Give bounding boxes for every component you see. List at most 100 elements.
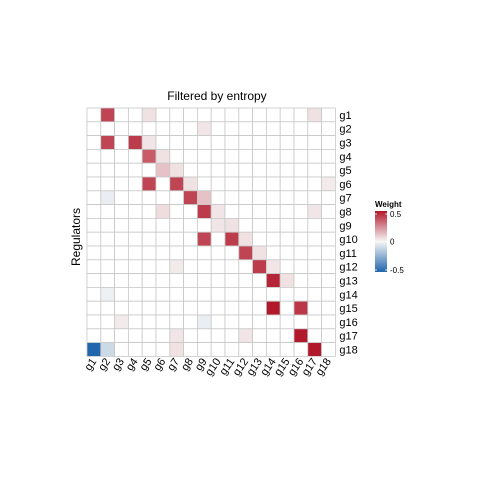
heatmap-cell-g9-g18 — [321, 217, 336, 233]
heatmap-cell-g7-g11 — [224, 190, 240, 206]
heatmap-cell-g18-g15 — [279, 342, 295, 357]
heatmap-cell-g7-g3 — [114, 190, 129, 206]
heatmap-cell-g14-g11 — [224, 286, 240, 302]
heatmap-cell-g10-g11 — [224, 231, 240, 247]
heatmap-cell-g5-g18 — [321, 162, 336, 178]
heatmap-cell-g2-g7 — [169, 121, 185, 137]
heatmap-cell-g1-g3 — [114, 107, 129, 123]
heatmap-cell-g15-g13 — [252, 300, 267, 316]
heatmap-cell-g13-g18 — [321, 273, 336, 288]
heatmap-cell-g1-g8 — [183, 107, 198, 123]
heatmap-cell-g9-g9 — [196, 217, 212, 233]
heatmap-cell-g6-g11 — [224, 176, 240, 192]
heatmap-cell-g16-g16 — [293, 314, 309, 330]
heatmap-cell-g12-g4 — [127, 259, 143, 274]
heatmap-cell-g17-g12 — [238, 328, 254, 343]
heatmap-cell-g15-g12 — [238, 300, 254, 316]
heatmap-cell-g15-g7 — [169, 300, 185, 316]
heatmap-cell-g14-g14 — [265, 286, 281, 302]
heatmap-cell-g8-g12 — [238, 204, 254, 219]
heatmap-cell-g18-g4 — [127, 342, 143, 357]
heatmap-cell-g1-g10 — [210, 107, 226, 123]
x-tick-g1: g1 — [83, 356, 100, 373]
heatmap-cell-g16-g10 — [210, 314, 226, 330]
heatmap-cell-g2-g6 — [155, 121, 171, 137]
heatmap-cell-g1-g7 — [169, 107, 185, 123]
heatmap-cell-g15-g1 — [86, 300, 102, 316]
heatmap-cell-g15-g16 — [293, 300, 309, 316]
heatmap-cell-g6-g4 — [127, 176, 143, 192]
heatmap-cell-g4-g2 — [100, 148, 116, 164]
heatmap-cell-g14-g4 — [127, 286, 143, 302]
heatmap-cell-g9-g7 — [169, 217, 185, 233]
heatmap-cell-g12-g2 — [100, 259, 116, 274]
heatmap-cell-g12-g5 — [141, 259, 157, 274]
y-tick-g13: g13 — [339, 276, 357, 288]
legend-title: Weight — [375, 200, 402, 209]
heatmap-cell-g9-g1 — [86, 217, 102, 233]
heatmap-cells — [86, 107, 336, 357]
heatmap-cell-g5-g2 — [100, 162, 116, 178]
heatmap-cell-g17-g2 — [100, 328, 116, 343]
heatmap-cell-g8-g3 — [114, 204, 129, 219]
heatmap-cell-g14-g7 — [169, 286, 185, 302]
heatmap-cell-g4-g8 — [183, 148, 198, 164]
heatmap-cell-g11-g18 — [321, 245, 336, 261]
y-tick-g12: g12 — [339, 262, 357, 274]
heatmap-cell-g4-g5 — [141, 148, 157, 164]
heatmap-cell-g15-g4 — [127, 300, 143, 316]
heatmap-cell-g14-g6 — [155, 286, 171, 302]
heatmap-cell-g17-g10 — [210, 328, 226, 343]
heatmap-cell-g4-g9 — [196, 148, 212, 164]
heatmap-cell-g17-g14 — [265, 328, 281, 343]
x-tick-g9: g9 — [193, 356, 210, 373]
heatmap-cell-g17-g3 — [114, 328, 129, 343]
heatmap-cell-g2-g11 — [224, 121, 240, 137]
heatmap-cell-g18-g6 — [155, 342, 171, 357]
heatmap-cell-g9-g2 — [100, 217, 116, 233]
heatmap-cell-g2-g13 — [252, 121, 267, 137]
heatmap-cell-g12-g14 — [265, 259, 281, 274]
heatmap-cell-g15-g6 — [155, 300, 171, 316]
heatmap-cell-g8-g15 — [279, 204, 295, 219]
heatmap-cell-g8-g7 — [169, 204, 185, 219]
heatmap-cell-g13-g13 — [252, 273, 267, 288]
heatmap-cell-g14-g13 — [252, 286, 267, 302]
heatmap-cell-g10-g8 — [183, 231, 198, 247]
heatmap-cell-g6-g10 — [210, 176, 226, 192]
heatmap-cell-g10-g17 — [307, 231, 322, 247]
heatmap-cell-g18-g2 — [100, 342, 116, 357]
heatmap-cell-g2-g16 — [293, 121, 309, 137]
heatmap-cell-g14-g2 — [100, 286, 116, 302]
heatmap-cell-g4-g16 — [293, 148, 309, 164]
x-tick-g3: g3 — [110, 356, 127, 373]
heatmap-cell-g16-g8 — [183, 314, 198, 330]
heatmap-cell-g17-g1 — [86, 328, 102, 343]
heatmap-cell-g6-g18 — [321, 176, 336, 192]
heatmap-cell-g2-g5 — [141, 121, 157, 137]
heatmap-cell-g8-g11 — [224, 204, 240, 219]
y-tick-g5: g5 — [339, 165, 351, 177]
y-tick-g11: g11 — [339, 248, 357, 260]
heatmap-cell-g13-g1 — [86, 273, 102, 288]
heatmap-cell-g2-g3 — [114, 121, 129, 137]
heatmap-cell-g2-g9 — [196, 121, 212, 137]
heatmap-cell-g3-g9 — [196, 135, 212, 150]
heatmap-cell-g11-g12 — [238, 245, 254, 261]
heatmap-cell-g7-g15 — [279, 190, 295, 206]
heatmap-cell-g12-g10 — [210, 259, 226, 274]
heatmap-cell-g11-g7 — [169, 245, 185, 261]
heatmap-cell-g18-g3 — [114, 342, 129, 357]
heatmap-cell-g12-g15 — [279, 259, 295, 274]
heatmap-cell-g11-g13 — [252, 245, 267, 261]
heatmap-cell-g4-g15 — [279, 148, 295, 164]
heatmap-cell-g2-g2 — [100, 121, 116, 137]
heatmap-cell-g14-g16 — [293, 286, 309, 302]
heatmap-cell-g2-g8 — [183, 121, 198, 137]
legend-colorbar — [375, 211, 387, 272]
heatmap-cell-g11-g4 — [127, 245, 143, 261]
heatmap-cell-g8-g1 — [86, 204, 102, 219]
heatmap-cell-g13-g7 — [169, 273, 185, 288]
heatmap-cell-g7-g7 — [169, 190, 185, 206]
heatmap-cell-g3-g1 — [86, 135, 102, 150]
